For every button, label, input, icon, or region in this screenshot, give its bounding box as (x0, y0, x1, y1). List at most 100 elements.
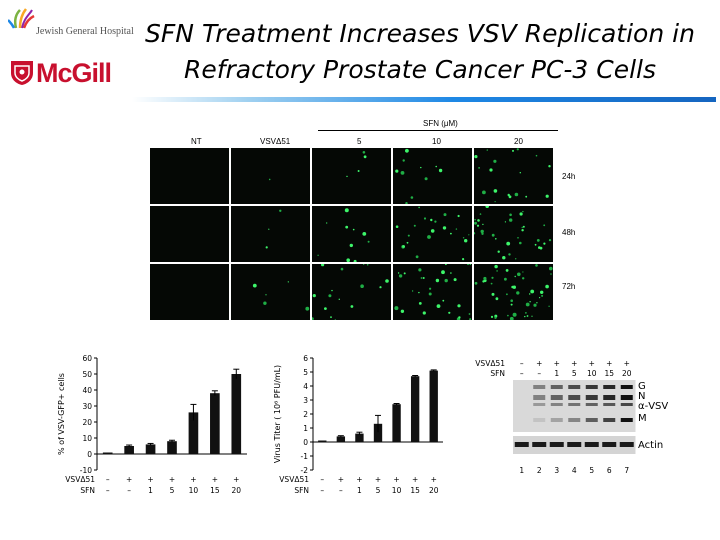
gfp-cell (324, 307, 327, 310)
vsv-treatment-mark: + (375, 475, 381, 484)
gfp-cell (405, 202, 408, 204)
vsv-treatment-mark: + (147, 475, 153, 484)
y-tick-label: 20 (82, 418, 92, 427)
gfp-cell (482, 190, 486, 195)
gfp-cell (430, 229, 435, 233)
bar (410, 376, 420, 442)
gfp-cell (363, 155, 367, 159)
gfp-cell (485, 206, 489, 208)
actin-band (532, 442, 547, 447)
gfp-cell (450, 232, 452, 235)
gfp-cell (418, 291, 420, 294)
gfp-cell (539, 297, 541, 299)
vsv-treatment-mark: + (169, 475, 175, 484)
sfn-dose-label: – (106, 486, 110, 495)
gfp-cell (346, 258, 350, 262)
gfp-signal (474, 206, 552, 260)
gfp-cell (450, 272, 452, 274)
sfn-dose-label: 15 (210, 486, 220, 495)
gfp-cell (491, 276, 494, 279)
gfp-cell (330, 316, 332, 318)
gfp-cell (427, 235, 431, 239)
gfp-signal (265, 209, 282, 249)
micrograph-row-72h (150, 264, 553, 320)
gfp-cell (522, 225, 525, 228)
gfp-cell (521, 226, 523, 229)
gfp-signal (317, 208, 370, 262)
gfp-cell (366, 264, 369, 266)
vsv-treatment-mark: + (190, 475, 196, 484)
gfp-signal (394, 264, 472, 320)
sfn-dose-label: 10 (392, 486, 402, 495)
gfp-cell (462, 237, 465, 239)
gfp-cell (418, 268, 422, 272)
gfp-cell (510, 303, 513, 306)
gfp-cell (511, 285, 514, 289)
gfp-cell (429, 287, 432, 290)
bar (102, 452, 113, 454)
y-axis-label: % of VSV-GFP+ cells (57, 373, 66, 455)
gfp-cell (279, 209, 282, 212)
gfp-cell (435, 165, 437, 168)
gfp-cell (504, 277, 507, 281)
gfp-cell (517, 272, 521, 277)
bar (188, 412, 199, 454)
gfp-signal (474, 264, 553, 320)
gfp-cell (491, 233, 495, 237)
y-axis-label: Virus Titer ( 10⁶ PFU/mL) (273, 365, 282, 463)
gfp-cell (398, 274, 403, 278)
gfp-cell (489, 168, 493, 172)
vsv-row-label: VSVΔ51 (475, 359, 505, 368)
gfp-cell (525, 302, 530, 307)
actin-band (567, 442, 582, 447)
jgh-tree-icon (8, 8, 35, 29)
gfp-signal (395, 206, 470, 261)
micrograph-row-48h (150, 206, 553, 262)
gfp-cell (514, 192, 519, 197)
vsv-treatment-mark: + (536, 359, 542, 368)
gfp-cell (436, 304, 441, 308)
gfp-cell (357, 170, 360, 172)
gfp-cell (423, 217, 427, 220)
vsv-treatment-mark: + (431, 475, 437, 484)
vsv-treatment-mark: + (412, 475, 418, 484)
gfp-cell (522, 210, 524, 213)
bar (429, 370, 438, 442)
sfn-dose-label: 1 (554, 369, 559, 378)
gfp-signal (474, 148, 551, 203)
gfp-cell (540, 290, 544, 294)
gfp-cell (328, 294, 332, 298)
gfp-signal (346, 151, 367, 178)
vsv-treatment-mark: + (624, 359, 630, 368)
gfp-cell (490, 315, 494, 318)
gfp-signal (150, 148, 229, 204)
gfp-cell (434, 220, 437, 223)
gfp-cell (422, 311, 426, 315)
g-protein-band (585, 385, 598, 389)
mcgill-name: McGill (36, 58, 112, 88)
actin-band (584, 442, 599, 447)
jgh-logo (8, 8, 35, 29)
gfp-cell (406, 241, 409, 244)
bar (167, 441, 177, 454)
gfp-cell (363, 264, 365, 265)
y-tick-label: 2 (303, 410, 308, 419)
gfp-cell (402, 245, 405, 248)
y-tick-label: -1 (301, 452, 309, 461)
gfp-cell (265, 294, 267, 296)
gfp-cell (317, 254, 319, 256)
sfn-dose-label: 20 (429, 486, 439, 495)
n-protein-band (603, 395, 616, 400)
gfp-cell (442, 299, 445, 302)
gfp-cell (420, 277, 423, 279)
gfp-cell (494, 264, 498, 269)
sfn-dose-label: 20 (622, 369, 632, 378)
actin-band (619, 442, 634, 447)
actin-band (514, 442, 529, 447)
gfp-cell (462, 258, 465, 261)
sfn-dose-label: 10 (189, 486, 199, 495)
sfn-dose-label: 1 (148, 486, 153, 495)
gfp-cell (405, 148, 409, 153)
gfp-cell (506, 241, 511, 246)
gfp-cell (360, 284, 364, 288)
